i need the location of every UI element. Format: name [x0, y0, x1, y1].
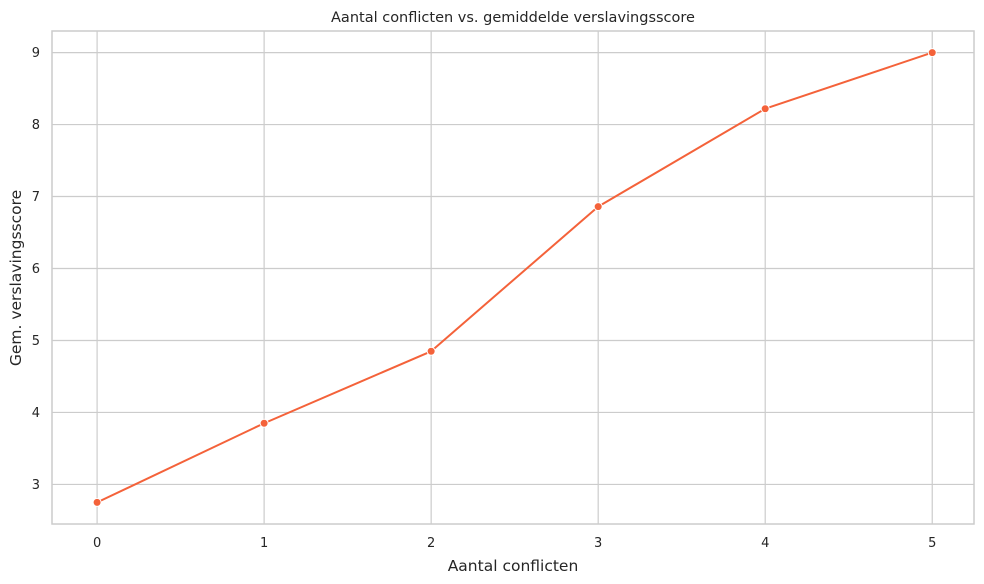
grid-lines — [52, 31, 974, 524]
data-point — [92, 497, 102, 507]
series-group — [92, 48, 937, 507]
series-line — [96, 51, 933, 504]
data-point — [760, 104, 770, 114]
x-tick-label: 4 — [761, 536, 769, 551]
data-point — [426, 346, 436, 356]
data-point — [259, 418, 269, 428]
x-tick-label: 3 — [594, 536, 602, 551]
y-tick-label: 6 — [32, 262, 40, 277]
y-axis-label: Gem. verslavingsscore — [7, 190, 25, 366]
y-tick-label: 7 — [32, 190, 40, 205]
y-axis-ticks: 3 4 5 6 7 8 9 — [32, 46, 40, 493]
plot-frame — [51, 30, 975, 525]
data-point — [927, 48, 937, 58]
x-axis-label: Aantal conflicten — [448, 557, 579, 575]
y-tick-label: 8 — [32, 118, 40, 133]
y-tick-label: 4 — [32, 406, 40, 421]
chart-title: Aantal conflicten vs. gemiddelde verslav… — [331, 10, 695, 26]
y-tick-label: 9 — [32, 46, 40, 61]
y-tick-label: 3 — [32, 478, 40, 493]
y-tick-label: 5 — [32, 334, 40, 349]
data-point — [593, 202, 603, 212]
x-tick-label: 0 — [93, 536, 101, 551]
x-tick-label: 1 — [260, 536, 268, 551]
x-tick-label: 5 — [928, 536, 936, 551]
x-tick-label: 2 — [427, 536, 435, 551]
x-axis-ticks: 0 1 2 3 4 5 — [93, 536, 936, 551]
